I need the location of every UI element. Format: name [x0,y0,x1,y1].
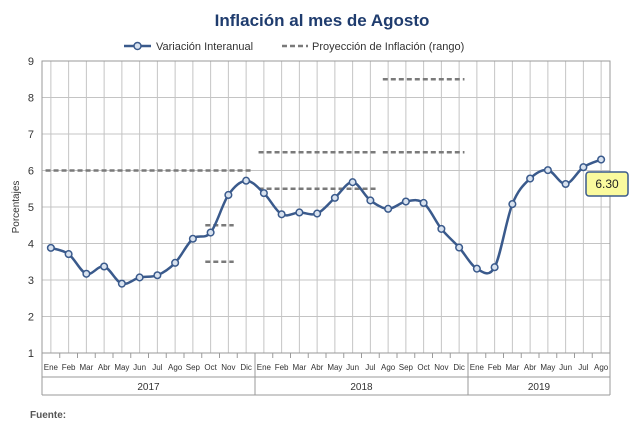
y-tick-label: 2 [28,312,34,324]
data-point [579,163,588,172]
x-tick-label: Nov [221,363,235,372]
data-point [419,198,428,208]
line-series [46,155,606,288]
y-tick-label: 1 [28,348,34,360]
x-tick-label: Jun [346,363,359,372]
x-tick-label: Feb [488,363,502,372]
data-point [472,264,481,273]
y-tick-label: 7 [28,129,34,141]
x-tick-label: Ago [168,363,183,372]
data-point [330,193,339,202]
callout-box [585,171,629,197]
data-point [188,234,197,243]
data-point [135,273,144,282]
data-point [224,190,233,200]
data-point [206,228,215,237]
data-point [508,200,517,209]
x-tick-label: Oct [204,363,217,372]
x-tick-label: Sep [399,363,414,372]
x-tick-label: Jul [365,363,375,372]
data-point [82,269,91,278]
data-point [597,155,606,164]
x-tick-label: Dic [240,363,252,372]
x-tick-label: Feb [275,363,289,372]
y-tick-label: 9 [28,56,34,68]
y-tick-label: 4 [28,239,34,251]
x-tick-label: Ene [44,363,59,372]
data-point [366,196,375,205]
data-point [401,197,410,206]
x-tick-label: Feb [62,363,76,372]
value-callout: 6.30 [585,171,629,197]
x-tick-label: Mar [79,363,93,372]
x-tick-label: Oct [417,363,430,372]
range-series [45,78,465,263]
x-tick-label: Ene [257,363,272,372]
data-point [543,166,552,175]
data-point [455,243,464,252]
x-tick-label: Mar [292,363,306,372]
x-tick-label: Jun [559,363,572,372]
legend: Variación Interanual Proyección de Infla… [124,41,464,53]
x-tick-label: Dic [453,363,465,372]
x-tick-label: Abr [311,363,324,372]
data-point [526,174,535,183]
x-tick-label: Jun [133,363,146,372]
x-tick-label: May [327,363,342,372]
x-tick-label: Sep [186,363,201,372]
data-point [117,279,126,288]
year-label: 2018 [350,382,373,393]
data-point [295,208,304,217]
y-tick-label: 5 [28,202,34,214]
x-tick-label: Ago [594,363,609,372]
x-tick-label: Abr [98,363,111,372]
y-tick-label: 8 [28,93,34,105]
x-tick-label: Ene [470,363,485,372]
x-tick-label: Jul [578,363,588,372]
data-point [561,179,570,189]
legend-circle-marker [133,41,142,51]
x-tick-label: Mar [505,363,519,372]
data-point [490,263,499,272]
data-point [64,250,73,259]
x-tick-label: Abr [524,363,537,372]
x-tick-label: Jul [152,363,162,372]
data-point [277,210,286,219]
callout-value: 6.30 [595,177,619,191]
x-tick-label: Nov [434,363,448,372]
y-tick-label: 3 [28,275,34,287]
data-point [46,243,55,252]
data-point [171,258,180,267]
data-point [348,178,357,187]
data-point [242,176,251,185]
chart-title: Inflación al mes de Agosto [215,11,430,30]
data-point [153,271,162,280]
data-point [100,262,109,271]
x-tick-label: May [114,363,129,372]
data-point [437,224,446,233]
legend-label-range: Proyección de Inflación (rango) [312,41,464,53]
data-point [313,209,322,218]
y-tick-label: 6 [28,166,34,178]
y-axis-label: Porcentajes [11,181,22,234]
x-tick-label: May [540,363,555,372]
source-label: Fuente: [30,410,66,421]
year-label: 2017 [137,382,160,393]
series-line [50,158,602,286]
x-tick-label: Ago [381,363,396,372]
year-label: 2019 [528,382,551,393]
legend-label-series: Variación Interanual [156,41,253,53]
data-point [259,189,268,198]
data-point [384,204,393,213]
